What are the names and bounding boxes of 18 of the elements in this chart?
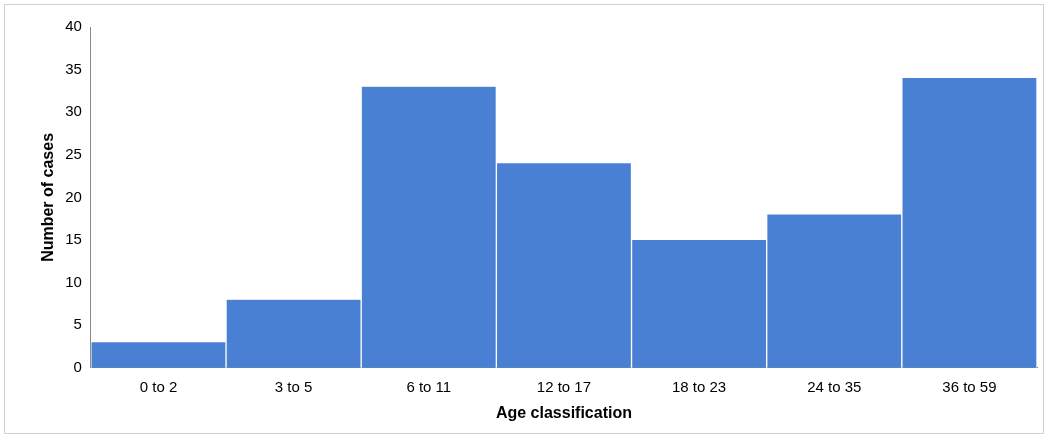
y-tick-label: 5 [73, 315, 82, 333]
x-axis-title: Age classification [495, 403, 632, 421]
x-tick-label: 3 to 5 [274, 377, 313, 395]
y-tick-label: 15 [65, 230, 82, 248]
x-tick-label: 12 to 17 [536, 377, 592, 395]
x-tick-label: 18 to 23 [671, 377, 727, 395]
y-tick-label: 35 [65, 59, 82, 77]
y-tick-label: 40 [65, 17, 82, 35]
y-tick-label: 30 [65, 102, 82, 120]
y-axis-title: Number of cases [39, 132, 57, 262]
x-tick-label: 6 to 11 [406, 377, 452, 395]
x-tick-label: 36 to 59 [942, 377, 997, 395]
x-tick-label: 24 to 35 [807, 377, 862, 395]
x-tick-label: 0 to 2 [139, 377, 178, 395]
y-tick-label: 0 [73, 357, 82, 375]
y-tick-label: 20 [65, 187, 82, 205]
y-tick-label: 25 [65, 144, 82, 162]
y-tick-label: 10 [65, 272, 82, 290]
